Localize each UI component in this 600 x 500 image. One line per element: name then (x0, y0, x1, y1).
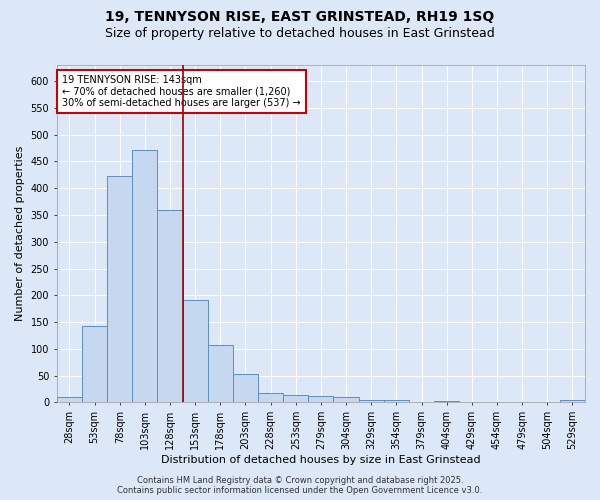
Bar (308, 396, 334, 402)
Bar (182, 300, 208, 403)
Bar (384, 400, 409, 402)
Bar (359, 400, 384, 402)
Bar (157, 210, 182, 402)
Text: 19 TENNYSON RISE: 143sqm
← 70% of detached houses are smaller (1,260)
30% of sem: 19 TENNYSON RISE: 143sqm ← 70% of detach… (62, 75, 301, 108)
Bar (132, 150, 157, 403)
Y-axis label: Number of detached properties: Number of detached properties (15, 146, 25, 322)
Bar (560, 400, 585, 402)
Bar (57, 397, 82, 402)
X-axis label: Distribution of detached houses by size in East Grinstead: Distribution of detached houses by size … (161, 455, 481, 465)
Bar (82, 326, 107, 402)
Bar (434, 401, 459, 402)
Bar (334, 397, 359, 402)
Bar (233, 374, 258, 402)
Text: Size of property relative to detached houses in East Grinstead: Size of property relative to detached ho… (105, 28, 495, 40)
Bar (258, 393, 283, 402)
Text: 19, TENNYSON RISE, EAST GRINSTEAD, RH19 1SQ: 19, TENNYSON RISE, EAST GRINSTEAD, RH19 … (106, 10, 494, 24)
Bar (208, 345, 233, 403)
Text: Contains HM Land Registry data © Crown copyright and database right 2025.
Contai: Contains HM Land Registry data © Crown c… (118, 476, 482, 495)
Bar (107, 176, 132, 402)
Bar (283, 395, 308, 402)
